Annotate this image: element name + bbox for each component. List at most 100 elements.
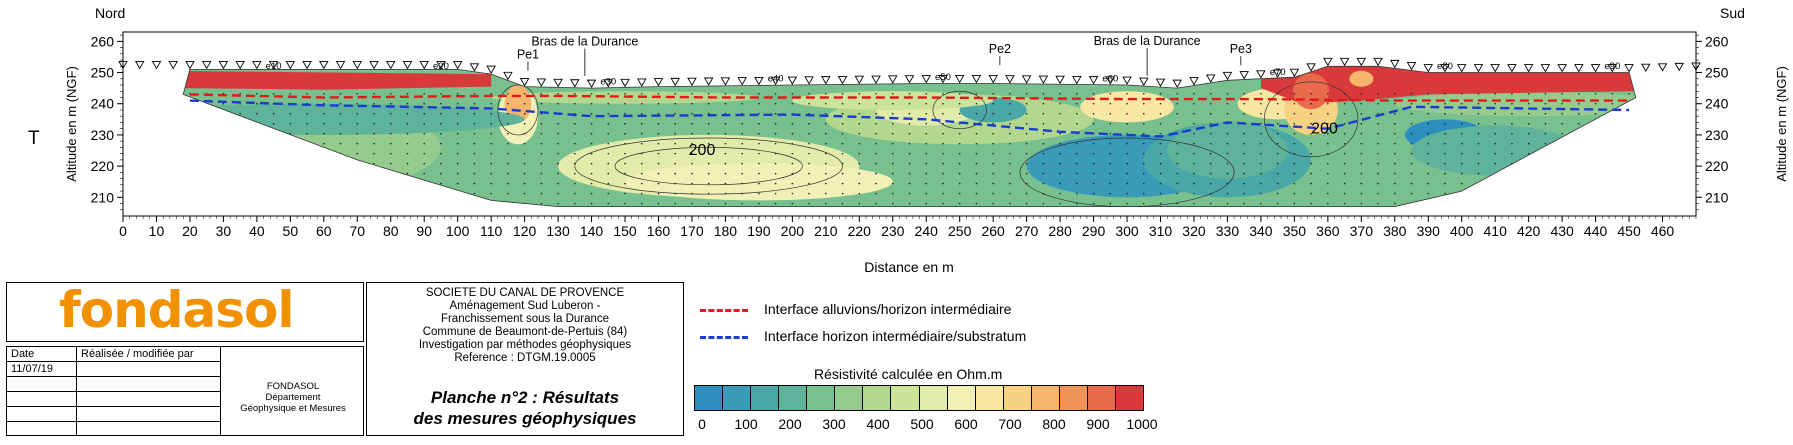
y-tick-label: 220 (91, 158, 115, 174)
electrode-marker (737, 77, 747, 86)
measurement-point (1511, 182, 1513, 185)
electrode-marker (1624, 64, 1634, 73)
measurement-point (1544, 132, 1547, 135)
colour-scale-tick: 1000 (1126, 416, 1158, 432)
electrode-marker (938, 75, 948, 84)
measurement-point (1460, 122, 1463, 125)
measurement-point (1611, 162, 1614, 165)
measurement-point (1628, 172, 1630, 175)
measurement-point (473, 192, 476, 195)
measurement-point (1594, 202, 1597, 205)
measurement-point (323, 162, 325, 165)
empty-cell (7, 422, 77, 436)
measurement-point (1109, 112, 1112, 115)
measurement-point (908, 162, 911, 165)
measurement-point (1109, 162, 1112, 165)
measurement-point (256, 172, 258, 175)
measurement-point (1578, 192, 1580, 195)
measurement-point (1310, 172, 1312, 175)
measurement-point (958, 142, 961, 145)
measurement-point (1159, 92, 1162, 95)
measurement-point (1544, 152, 1547, 155)
x-tick-label: 40 (249, 223, 265, 239)
resistivity-zone (1080, 91, 1174, 123)
measurement-point (1243, 152, 1245, 155)
measurement-point (423, 162, 426, 165)
electrode-marker (1005, 75, 1015, 84)
measurement-point (1444, 92, 1446, 95)
measurement-point (942, 142, 944, 145)
electrode-marker (1256, 70, 1266, 79)
measurement-point (356, 92, 359, 95)
measurement-point (1042, 92, 1045, 95)
measurement-point (490, 182, 492, 185)
electrode-marker (1139, 77, 1149, 86)
measurement-point (958, 202, 961, 205)
measurement-point (239, 182, 241, 185)
measurement-point (1243, 112, 1245, 115)
electrode-marker (1674, 62, 1685, 72)
measurement-point (523, 142, 526, 145)
measurement-point (1594, 172, 1597, 175)
measurement-point (1544, 92, 1547, 95)
measurement-point (473, 172, 476, 175)
y-tick-label: 240 (1705, 96, 1729, 112)
colour-scale-tick: 200 (778, 416, 802, 432)
measurement-point (1477, 202, 1480, 205)
measurement-point (1193, 192, 1195, 195)
measurement-point (1527, 152, 1530, 155)
resistivity-zone (792, 91, 994, 110)
measurement-point (1377, 172, 1379, 175)
measurement-point (1109, 152, 1112, 155)
measurement-point (891, 112, 894, 115)
measurement-point (523, 122, 526, 125)
measurement-point (858, 122, 861, 125)
measurement-point (406, 92, 409, 95)
measurement-point (707, 122, 710, 125)
colour-scale-swatch (919, 386, 948, 410)
measurement-point (323, 192, 325, 195)
measurement-point (239, 132, 241, 135)
measurement-point (858, 152, 861, 155)
measurement-point (1260, 152, 1262, 155)
measurement-point (1293, 192, 1296, 195)
measurement-point (925, 182, 928, 185)
measurement-point (256, 132, 258, 135)
measurement-point (1293, 112, 1296, 115)
measurement-point (306, 202, 308, 205)
x-tick-label: 160 (647, 223, 671, 239)
electrode-marker (1523, 64, 1534, 73)
y-tick-label: 260 (91, 33, 115, 49)
measurement-point (825, 102, 827, 105)
x-tick-label: 70 (349, 223, 365, 239)
measurement-point (1628, 192, 1630, 195)
measurement-point (456, 112, 459, 115)
measurement-point (1494, 102, 1496, 105)
measurement-point (373, 172, 375, 175)
measurement-point (1511, 202, 1513, 205)
measurement-point (691, 142, 693, 145)
measurement-point (1611, 102, 1614, 105)
x-tick-label: 190 (747, 223, 771, 239)
measurement-point (373, 192, 375, 195)
measurement-point (808, 122, 810, 125)
measurement-point (1126, 102, 1128, 105)
measurement-point (1142, 142, 1145, 145)
measurement-point (1276, 102, 1279, 105)
measurement-point (942, 182, 944, 185)
measurement-point (624, 172, 626, 175)
measurement-point (624, 192, 626, 195)
x-tick-label: 10 (149, 223, 165, 239)
measurement-point (858, 192, 861, 195)
measurement-point (808, 192, 810, 195)
measurement-point (1092, 152, 1095, 155)
measurement-point (306, 132, 308, 135)
measurement-point (908, 152, 911, 155)
measurement-point (891, 202, 894, 205)
measurement-point (1544, 202, 1547, 205)
measurement-point (1360, 152, 1363, 155)
measurement-point (1444, 162, 1446, 165)
empty-cell (7, 377, 77, 392)
measurement-point (205, 132, 208, 135)
